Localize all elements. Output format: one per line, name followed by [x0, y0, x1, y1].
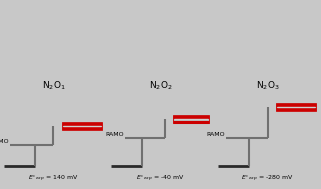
Bar [173, 115, 209, 123]
Text: RAMO: RAMO [206, 132, 225, 137]
Bar [62, 122, 102, 130]
Bar [276, 103, 316, 111]
Text: $E°_{exp}$ = -40 mV: $E°_{exp}$ = -40 mV [136, 174, 185, 184]
Text: $E°_{exp}$ = -280 mV: $E°_{exp}$ = -280 mV [241, 174, 294, 184]
Bar [173, 115, 209, 123]
Text: RAMO: RAMO [106, 132, 124, 137]
Text: N$_2$O$_2$: N$_2$O$_2$ [149, 80, 172, 92]
Text: N$_2$O$_1$: N$_2$O$_1$ [42, 80, 65, 92]
Text: RAMO: RAMO [0, 139, 9, 144]
Bar [62, 122, 102, 130]
Text: N$_2$O$_3$: N$_2$O$_3$ [256, 80, 279, 92]
Text: $E°_{exp}$ = 140 mV: $E°_{exp}$ = 140 mV [28, 174, 79, 184]
Bar [276, 103, 316, 111]
